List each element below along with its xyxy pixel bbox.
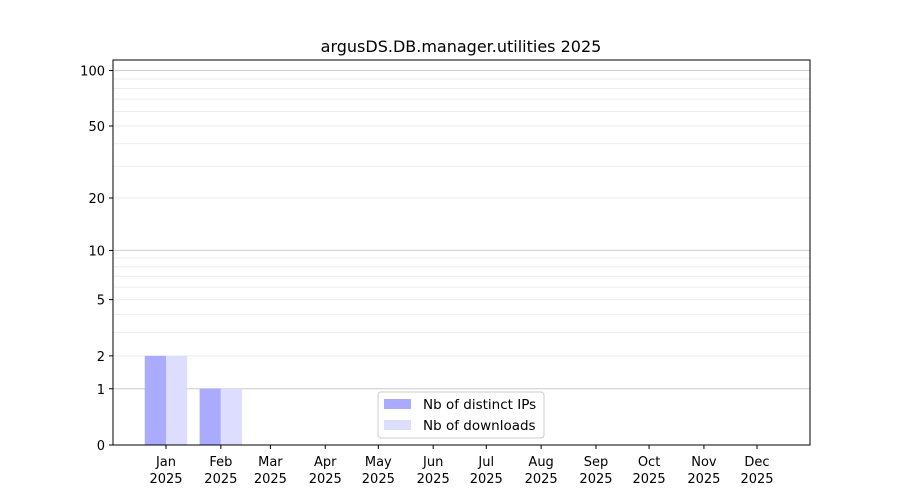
- y-tick-label: 50: [88, 120, 105, 135]
- legend: Nb of distinct IPs Nb of downloads: [377, 391, 545, 439]
- y-tick-label: 10: [88, 244, 105, 259]
- x-tick-label-year: 2025: [687, 472, 720, 487]
- bar-downloads: [166, 355, 188, 445]
- legend-label-downloads: Nb of downloads: [423, 418, 536, 434]
- x-tick-label-year: 2025: [362, 472, 395, 487]
- x-tick-label-year: 2025: [579, 472, 612, 487]
- x-tick-label-year: 2025: [254, 472, 287, 487]
- x-tick-label-month: Sep: [584, 455, 609, 470]
- x-tick-label-year: 2025: [525, 472, 558, 487]
- legend-swatch-downloads: [384, 420, 411, 430]
- bars: [144, 355, 243, 445]
- x-tick-label-year: 2025: [204, 472, 237, 487]
- bar-downloads: [220, 388, 243, 445]
- x-tick-label-month: Feb: [209, 455, 232, 470]
- y-tick-label: 0: [97, 439, 105, 454]
- x-tick-label-year: 2025: [633, 472, 666, 487]
- y-tick-label: 20: [88, 192, 105, 207]
- y-tick-label: 1: [97, 383, 105, 398]
- x-axis: Jan 2025 Feb 2025 Mar 2025 Apr 2025 May 2025 Jun 20…: [149, 445, 774, 487]
- y-axis: 0 1 2 5 10 20 50 100: [80, 65, 113, 454]
- bar-distinct-ips: [199, 388, 221, 445]
- x-tick-label-month: Dec: [744, 455, 769, 470]
- x-tick-label-year: 2025: [309, 472, 342, 487]
- gridlines: [113, 70, 810, 390]
- chart-title: argusDS.DB.manager.utilities 2025: [321, 37, 602, 56]
- x-tick-label-month: Nov: [691, 455, 717, 470]
- x-tick-label-month: May: [365, 455, 392, 470]
- x-tick-label-month: Jun: [422, 455, 443, 470]
- x-tick-label-month: Oct: [638, 455, 660, 470]
- x-tick-label-month: Apr: [314, 455, 337, 470]
- y-tick-label: 100: [80, 65, 105, 80]
- legend-label-ips: Nb of distinct IPs: [423, 397, 536, 413]
- bar-distinct-ips: [144, 355, 166, 445]
- x-tick-label-month: Aug: [528, 455, 553, 470]
- plot-frame: [112, 59, 811, 446]
- x-tick-label-month: Jan: [155, 455, 176, 470]
- x-tick-label-month: Jul: [477, 455, 494, 470]
- y-tick-label: 5: [97, 294, 105, 309]
- legend-swatch-ips: [384, 399, 411, 409]
- y-tick-label: 2: [97, 350, 105, 365]
- x-tick-label-month: Mar: [258, 455, 283, 470]
- x-tick-label-year: 2025: [149, 472, 182, 487]
- legend-frame: [377, 391, 545, 439]
- x-tick-label-year: 2025: [740, 472, 773, 487]
- x-tick-label-year: 2025: [417, 472, 450, 487]
- x-tick-label-year: 2025: [470, 472, 503, 487]
